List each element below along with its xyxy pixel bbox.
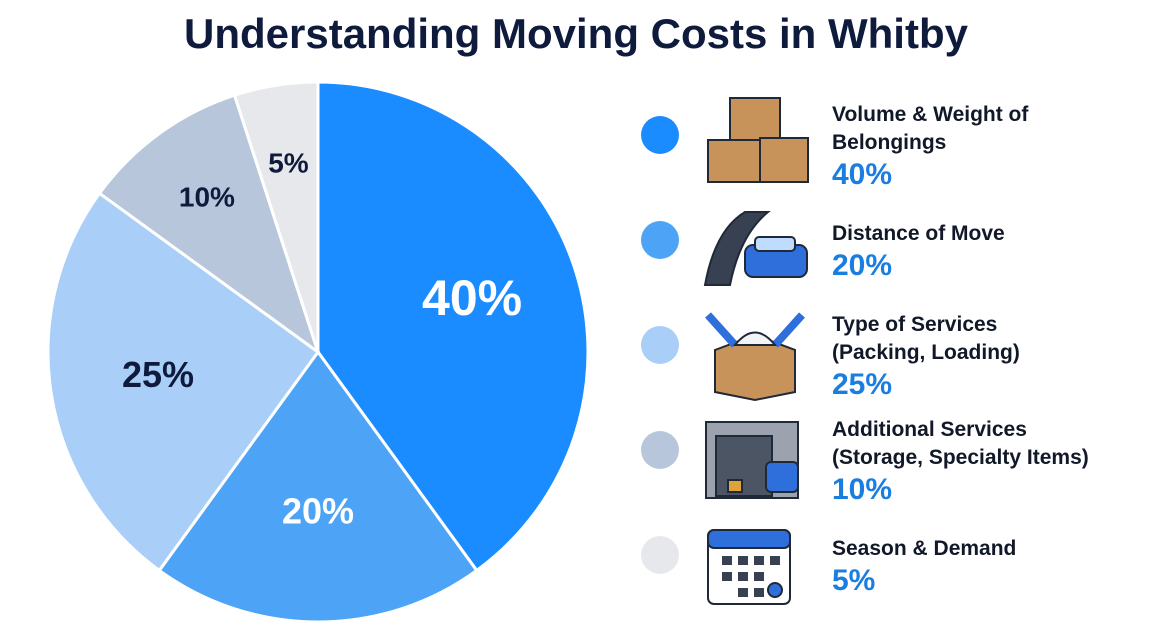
slice-label: 5%	[268, 148, 309, 179]
legend-value: 20%	[832, 249, 893, 282]
slice-label: 25%	[122, 354, 194, 395]
icon-car-window	[754, 236, 796, 252]
pie-slice	[97, 93, 321, 356]
icon-calendar-top	[707, 529, 791, 549]
legend-item: Season & Demand 5%	[832, 517, 1147, 617]
legend-label: Type of Services (Packing, Loading)	[832, 313, 1020, 364]
icon-chair	[765, 461, 799, 493]
legend-swatch	[641, 536, 679, 574]
pie-slice	[316, 80, 590, 573]
legend-label: Distance of Move	[832, 222, 1005, 245]
pie-slice	[232, 80, 320, 353]
icon-road	[703, 211, 771, 286]
legend-label: Additional Services (Storage, Specialty …	[832, 418, 1089, 469]
legend-item: Distance of Move 20%	[832, 202, 1147, 302]
pie-slice	[46, 191, 321, 573]
legend-value: 10%	[832, 473, 893, 506]
legend-value: 40%	[832, 158, 893, 191]
legend-value: 5%	[832, 564, 876, 597]
icon-box	[729, 97, 781, 141]
legend-item: Additional Services (Storage, Specialty …	[832, 412, 1147, 512]
slice-label: 20%	[282, 491, 354, 532]
legend-label: Season & Demand	[832, 537, 1017, 560]
icon-paper	[732, 331, 778, 346]
legend-swatch	[641, 221, 679, 259]
icon-hands	[705, 312, 805, 348]
icon-box	[759, 137, 809, 183]
icon-check	[767, 582, 783, 598]
icon-shutter	[715, 435, 773, 497]
legend-value: 25%	[832, 368, 893, 401]
legend-swatch	[641, 326, 679, 364]
icon-lock	[727, 479, 743, 493]
slice-label: 10%	[179, 181, 235, 212]
icon-box	[707, 139, 761, 183]
chart-title: Understanding Moving Costs in Whitby	[184, 10, 968, 57]
legend-item: Type of Services (Packing, Loading) 25%	[832, 307, 1147, 407]
legend-swatch	[641, 431, 679, 469]
icon-calendar-days	[722, 556, 780, 597]
legend-swatch	[641, 116, 679, 154]
legend-item: Volume & Weight of Belongings 40%	[832, 97, 1147, 197]
slice-label: 40%	[422, 270, 522, 326]
pie-slice	[157, 349, 479, 624]
legend-label: Volume & Weight of Belongings	[832, 103, 1029, 154]
icons	[703, 97, 809, 605]
